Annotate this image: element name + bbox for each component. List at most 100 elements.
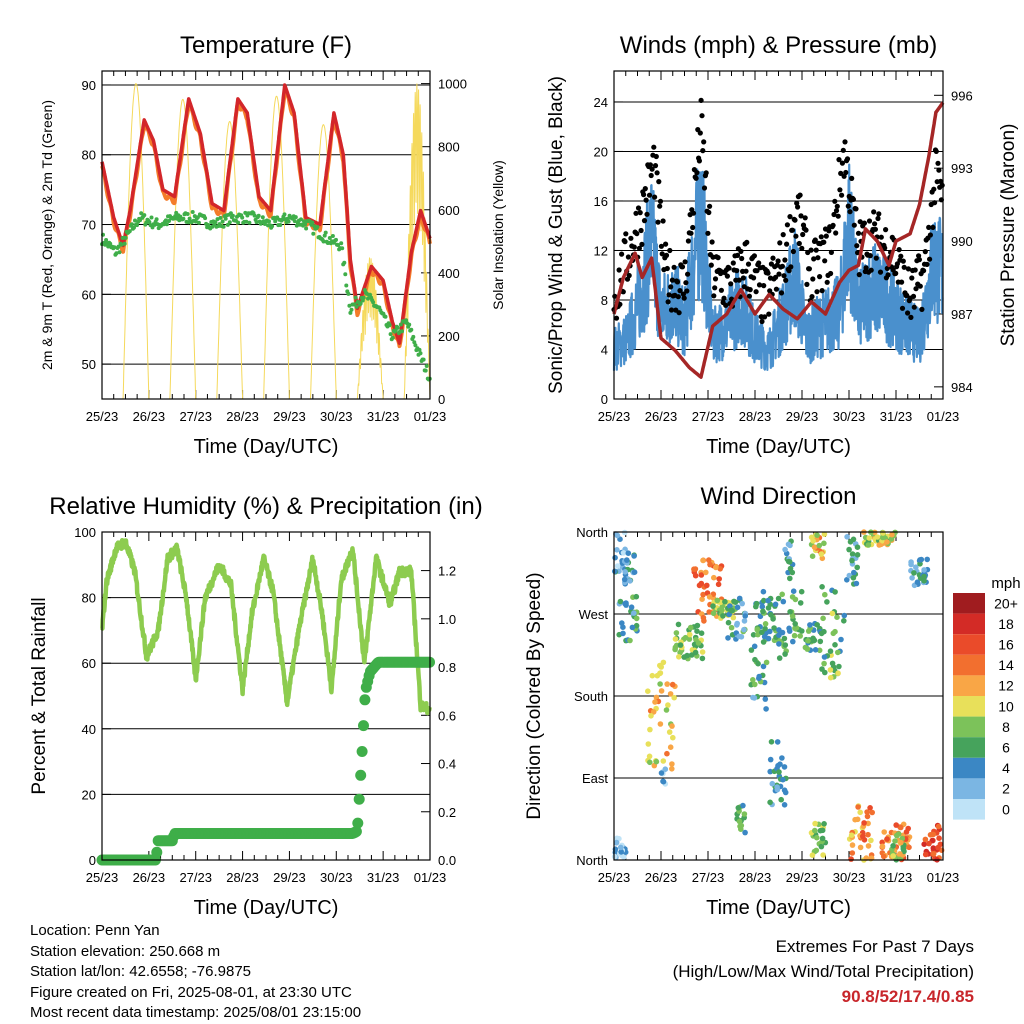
direction-point — [761, 597, 767, 604]
temperature-panel: Temperature (F) 25/23 26/23 27/23 28/23 29/23… — [39, 32, 506, 458]
location-text: Location: Penn Yan — [30, 922, 160, 939]
direction-point — [692, 566, 699, 572]
y-tick-label: 90 — [82, 78, 96, 93]
plot-border — [101, 531, 431, 861]
x-tick-label: 27/23 — [179, 870, 212, 885]
direction-point — [819, 835, 826, 842]
legend-label: 20+ — [994, 595, 1018, 611]
y2-tick-label: 600 — [438, 203, 460, 218]
legend-label: 2 — [1002, 781, 1010, 797]
x-tick-label: 28/23 — [739, 870, 772, 885]
gust-point — [800, 231, 806, 238]
dewpoint-point — [340, 246, 345, 251]
gust-point — [616, 267, 622, 273]
direction-point — [935, 844, 941, 851]
direction-point — [663, 707, 670, 713]
dewpoint-point — [215, 217, 220, 222]
direction-point — [874, 534, 881, 540]
gust-point — [721, 295, 727, 301]
gust-point — [622, 239, 628, 245]
direction-point — [832, 589, 838, 595]
gust-point — [653, 153, 659, 160]
gust-point — [754, 268, 760, 274]
precip-point — [356, 746, 368, 757]
gust-point — [724, 273, 731, 279]
direction-point — [774, 739, 781, 745]
direction-point — [667, 744, 674, 750]
direction-point — [776, 627, 782, 633]
dewpoint-point — [123, 235, 128, 240]
dewpoint-point — [330, 234, 335, 238]
direction-point — [624, 557, 630, 563]
direction-point — [713, 564, 719, 571]
direction-point — [817, 638, 824, 645]
gust-point — [912, 267, 918, 273]
direction-point — [686, 631, 693, 638]
direction-point — [802, 644, 809, 651]
gust-point — [682, 259, 688, 265]
winds-pressure-panel: Winds (mph) & Pressure (mb) 25/23 26/23 27/… — [546, 32, 1019, 458]
dewpoint-point — [252, 213, 257, 218]
gust-point — [875, 215, 881, 222]
y2-tick-label: 0.6 — [438, 708, 456, 723]
direction-point — [824, 599, 830, 605]
gust-point — [773, 274, 779, 280]
gust-point — [747, 287, 753, 293]
gust-point — [804, 281, 810, 287]
y-tick-label: North — [576, 525, 608, 540]
direction-point — [649, 672, 656, 679]
gust-point — [815, 255, 821, 261]
gust-point — [642, 186, 648, 192]
gust-point — [909, 275, 915, 281]
gust-point — [792, 217, 798, 223]
direction-point — [864, 809, 870, 815]
direction-point — [625, 550, 632, 556]
gust-point — [795, 204, 801, 210]
gust-point — [873, 255, 879, 261]
direction-point — [888, 536, 895, 542]
dewpoint-point — [154, 217, 159, 222]
gust-point — [633, 210, 639, 216]
direction-point — [734, 604, 741, 611]
gust-point — [635, 205, 642, 211]
direction-point — [930, 851, 937, 857]
legend-label: 8 — [1002, 719, 1010, 735]
gust-point — [826, 228, 832, 234]
gust-point — [817, 274, 823, 280]
direction-point — [768, 612, 774, 618]
gust-point — [636, 245, 643, 251]
dewpoint-point — [185, 212, 190, 216]
gust-point — [833, 208, 840, 214]
direction-point — [810, 538, 816, 544]
gust-point — [838, 170, 844, 176]
direction-point — [841, 618, 847, 624]
gust-point — [675, 294, 681, 300]
direction-point — [756, 675, 762, 682]
gust-point — [697, 130, 703, 136]
direction-point — [853, 580, 860, 587]
direction-point — [660, 778, 666, 785]
legend-swatch — [953, 634, 985, 655]
x-tick-label: 30/23 — [320, 409, 353, 424]
direction-point — [884, 836, 890, 842]
legend-swatch — [953, 613, 985, 635]
direction-point — [868, 837, 874, 844]
direction-point — [889, 531, 895, 538]
direction-point — [765, 597, 771, 604]
direction-point — [714, 597, 721, 604]
direction-point — [779, 755, 785, 761]
y-tick-label: 24 — [594, 95, 608, 110]
x-tick-label: 26/23 — [645, 409, 678, 424]
y-tick-label: North — [576, 853, 608, 868]
gust-point — [931, 186, 937, 192]
direction-point — [814, 834, 820, 841]
direction-point — [760, 663, 767, 670]
gust-point — [854, 243, 860, 249]
direction-point — [816, 647, 823, 654]
direction-point — [781, 802, 788, 808]
dewpoint-point — [390, 335, 395, 340]
direction-point — [720, 613, 726, 619]
y-axis-label: 2m & 9m T (Red, Orange) & 2m Td (Green) — [39, 100, 55, 370]
direction-point — [813, 847, 820, 854]
dewpoint-point — [343, 272, 348, 277]
